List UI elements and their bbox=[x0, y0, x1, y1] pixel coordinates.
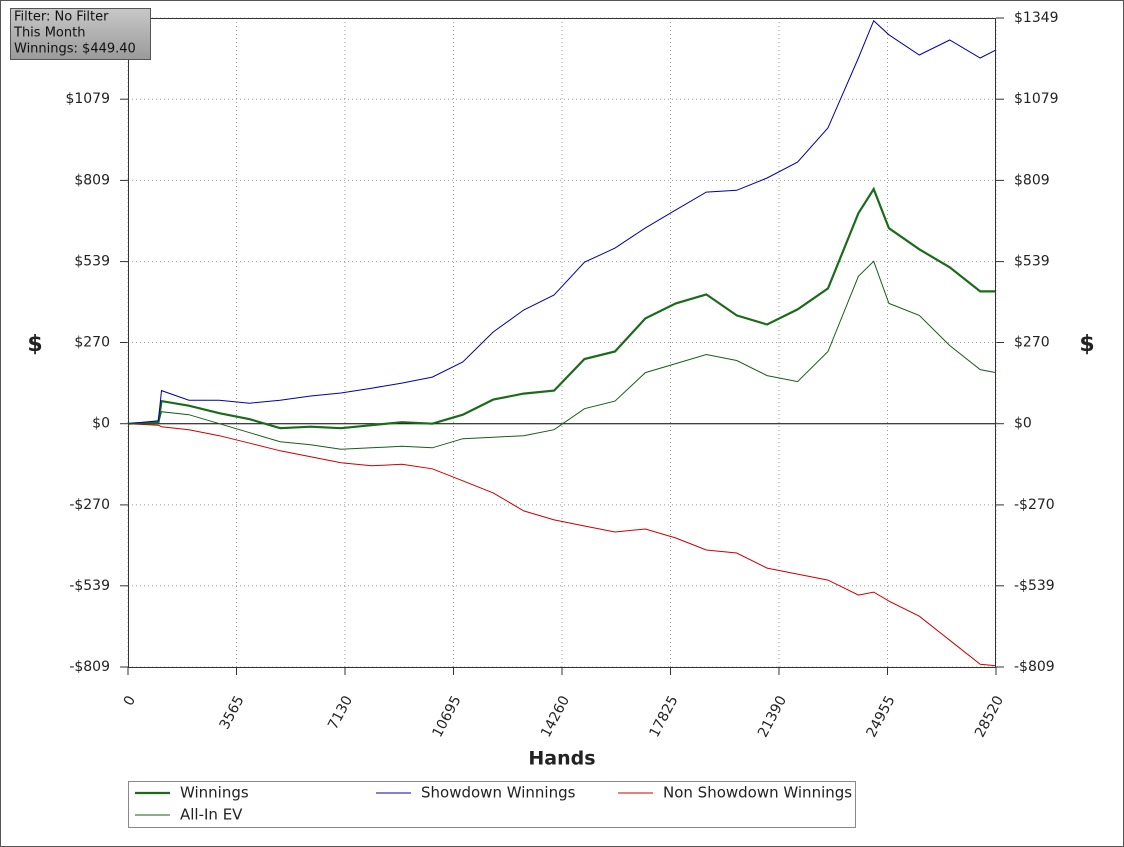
y-axis-label: $ bbox=[27, 332, 42, 357]
series-line bbox=[127, 19, 997, 425]
series-line bbox=[127, 186, 996, 430]
y2-tick-label: -$539 bbox=[1014, 578, 1055, 594]
y2-tick-label: $809 bbox=[1014, 172, 1050, 188]
y-tick-label: $270 bbox=[74, 335, 110, 351]
series-line bbox=[127, 423, 997, 667]
plot-border bbox=[128, 18, 996, 668]
y2-tick-label: $1349 bbox=[1014, 10, 1059, 26]
y2-tick-label: $0 bbox=[1014, 416, 1032, 432]
y-tick-label: $809 bbox=[74, 172, 110, 188]
legend-label: Non Showdown Winnings bbox=[663, 784, 852, 802]
legend-label: All-In EV bbox=[180, 806, 243, 824]
y2-tick-label: $539 bbox=[1014, 254, 1050, 270]
y-tick-label: $539 bbox=[74, 254, 110, 270]
series-line bbox=[128, 260, 997, 450]
y-tick-label: -$539 bbox=[69, 578, 110, 594]
y-tick-label: -$270 bbox=[69, 497, 110, 513]
y2-axis-label: $ bbox=[1079, 332, 1094, 357]
y-tick-label: $0 bbox=[92, 416, 110, 432]
filter-line: This Month bbox=[13, 26, 85, 41]
y2-tick-label: -$270 bbox=[1014, 497, 1055, 513]
x-axis-label: Hands bbox=[528, 748, 595, 770]
y2-tick-label: $270 bbox=[1014, 335, 1050, 351]
filter-line: Filter: No Filter bbox=[14, 10, 109, 25]
filter-line: Winnings: $449.40 bbox=[14, 42, 136, 57]
legend bbox=[128, 781, 856, 828]
y-tick-label: -$809 bbox=[69, 659, 110, 675]
legend-label: Winnings bbox=[180, 784, 249, 802]
legend-label: Showdown Winnings bbox=[421, 784, 576, 802]
y-tick-label: $1079 bbox=[65, 91, 110, 107]
y2-tick-label: $1079 bbox=[1014, 91, 1059, 107]
y2-tick-label: -$809 bbox=[1014, 659, 1055, 675]
